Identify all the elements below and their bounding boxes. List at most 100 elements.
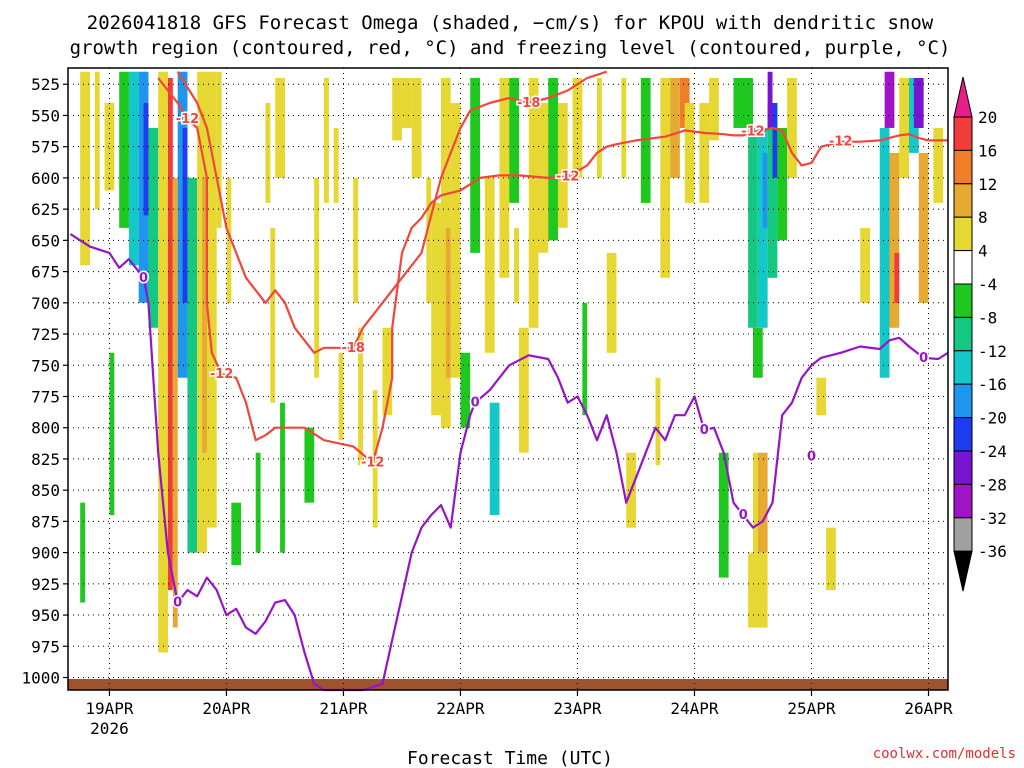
omega-cell xyxy=(489,402,500,516)
colorbar-label: -28 xyxy=(978,475,1007,494)
y-tick-label: 775 xyxy=(31,387,60,406)
omega-cell xyxy=(143,102,149,216)
colorbar-bin xyxy=(953,183,973,218)
colorbar-top-arrow xyxy=(953,76,973,118)
y-tick-label: 750 xyxy=(31,356,60,375)
colorbar-label: 4 xyxy=(978,242,988,261)
y-tick-label: 850 xyxy=(31,481,60,500)
y-tick-label: 950 xyxy=(31,606,60,625)
colorbar-bin xyxy=(953,216,973,252)
contour-label: -12 xyxy=(741,125,765,140)
colorbar-label: -32 xyxy=(978,509,1007,528)
chart-title-line1: 2026041818 GFS Forecast Omega (shaded, −… xyxy=(87,12,934,34)
x-axis-label: Forecast Time (UTC) xyxy=(407,748,613,768)
y-tick-label: 725 xyxy=(31,325,60,344)
omega-cell xyxy=(216,71,222,228)
y-tick-label: 575 xyxy=(31,138,60,157)
x-tick-label: 22APR xyxy=(436,699,485,718)
omega-cell xyxy=(826,527,836,591)
omega-cell xyxy=(918,152,929,303)
contour-line xyxy=(157,77,948,464)
omega-cell xyxy=(323,77,329,203)
omega-cell xyxy=(182,127,188,303)
colorbar-bottom-arrow xyxy=(953,550,973,592)
omega-shading xyxy=(80,71,944,653)
x-tick-label: 26APR xyxy=(904,699,953,718)
colorbar-label: 8 xyxy=(978,208,988,227)
colorbar-label: -4 xyxy=(978,275,997,294)
omega-cell xyxy=(752,327,763,378)
colorbar-bin xyxy=(953,350,973,385)
omega-cell xyxy=(202,177,207,453)
omega-cell xyxy=(304,427,315,503)
omega-cell xyxy=(172,177,178,628)
contour-label: -12 xyxy=(210,367,234,382)
omega-cell xyxy=(660,77,671,278)
omega-cell xyxy=(762,152,768,228)
contour-label: -18 xyxy=(341,341,365,356)
colorbar-bin xyxy=(953,283,973,318)
x-tick-label: 21APR xyxy=(319,699,368,718)
y-tick-label: 875 xyxy=(31,512,60,531)
omega-cell xyxy=(187,177,198,553)
omega-cell xyxy=(109,352,115,516)
contour-line xyxy=(69,233,949,692)
omega-cell xyxy=(548,77,558,241)
contour-line xyxy=(176,70,608,354)
y-tick-label: 1000 xyxy=(21,669,60,688)
omega-cell xyxy=(148,127,159,328)
colorbar-bin xyxy=(953,517,973,552)
omega-cell xyxy=(382,327,393,416)
omega-cell xyxy=(392,77,402,141)
omega-cell xyxy=(314,177,320,378)
omega-cell xyxy=(265,102,271,203)
omega-cell xyxy=(431,202,441,416)
colorbar-bin xyxy=(953,250,973,285)
omega-cell xyxy=(767,71,773,128)
omega-cell xyxy=(606,252,617,353)
y-tick-label: 650 xyxy=(31,231,60,250)
omega-cell xyxy=(80,71,90,266)
omega-cell xyxy=(718,452,729,578)
omega-cell xyxy=(450,102,461,378)
omega-cell xyxy=(889,152,900,328)
omega-cell xyxy=(699,102,710,203)
colorbar-label: -8 xyxy=(978,308,997,327)
omega-cell xyxy=(104,102,115,191)
x-tick-label: 20APR xyxy=(202,699,251,718)
y-tick-label: 525 xyxy=(31,75,60,94)
omega-cell xyxy=(884,71,895,128)
omega-cell xyxy=(128,71,139,266)
contour-label: -12 xyxy=(829,135,853,150)
colorbar: 20 16 12 8 4 -4 -8 -12 -16 -20 -24 -28 -32 -36 xyxy=(953,76,1007,592)
omega-cell xyxy=(894,252,900,303)
colorbar-label: 20 xyxy=(978,108,997,127)
omega-cell xyxy=(528,77,539,328)
colorbar-bin xyxy=(953,316,973,352)
omega-cell xyxy=(358,327,363,466)
omega-cell xyxy=(255,452,261,553)
omega-cell xyxy=(80,502,86,603)
colorbar-bin xyxy=(953,417,973,452)
omega-cell xyxy=(670,77,680,178)
omega-cell xyxy=(709,77,719,141)
y-tick-label: 825 xyxy=(31,450,60,469)
omega-cell xyxy=(460,352,471,428)
contour-label: 0 xyxy=(471,396,480,411)
omega-cell xyxy=(270,227,276,403)
omega-cell xyxy=(655,377,661,466)
omega-cell xyxy=(752,452,758,553)
colorbar-bin xyxy=(953,483,973,519)
credit-link[interactable]: coolwx.com/models xyxy=(873,746,1016,762)
colorbar-bin xyxy=(953,149,973,185)
omega-cell xyxy=(748,552,768,628)
y-axis: 525 550 575 600 625 650 675 700 725 750 775 800 825 8… xyxy=(21,75,68,688)
colorbar-label: -12 xyxy=(978,342,1007,361)
terrain-strip xyxy=(68,679,948,690)
contour-label: -12 xyxy=(556,170,580,185)
plot-frame xyxy=(67,67,949,691)
x-tick-label: 19APR xyxy=(85,699,134,718)
omega-cell xyxy=(509,77,519,203)
